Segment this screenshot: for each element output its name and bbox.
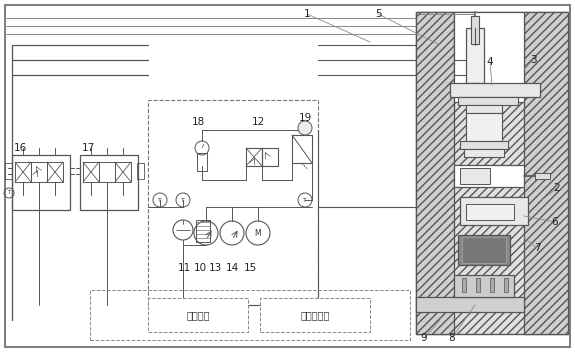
- Bar: [197, 153, 207, 171]
- Bar: [460, 168, 490, 184]
- Bar: [524, 12, 568, 334]
- Bar: [460, 197, 528, 225]
- Bar: [476, 278, 480, 292]
- Text: 5: 5: [375, 9, 381, 19]
- Text: 11: 11: [177, 263, 191, 273]
- Text: 19: 19: [298, 113, 312, 123]
- Text: 计算机终端: 计算机终端: [300, 310, 329, 320]
- Text: T: T: [158, 198, 162, 203]
- Text: 9: 9: [421, 333, 427, 343]
- Bar: [504, 278, 508, 292]
- Text: 12: 12: [251, 117, 264, 127]
- Bar: [535, 173, 550, 179]
- Bar: [454, 275, 514, 297]
- Bar: [458, 97, 518, 105]
- Bar: [80, 155, 138, 210]
- Text: 17: 17: [82, 143, 95, 153]
- Bar: [246, 148, 262, 166]
- Text: 13: 13: [208, 263, 221, 273]
- Bar: [90, 290, 410, 340]
- Bar: [15, 162, 31, 182]
- Circle shape: [298, 121, 312, 135]
- Text: 16: 16: [13, 143, 26, 153]
- Bar: [5, 163, 12, 179]
- Bar: [466, 28, 484, 83]
- Bar: [196, 220, 210, 242]
- Bar: [464, 149, 504, 157]
- Bar: [260, 298, 370, 332]
- Text: T: T: [303, 198, 307, 203]
- Bar: [137, 163, 144, 179]
- Bar: [416, 12, 568, 334]
- Bar: [416, 12, 454, 334]
- Text: 15: 15: [243, 263, 256, 273]
- Bar: [83, 162, 99, 182]
- Bar: [416, 297, 524, 312]
- Bar: [462, 237, 506, 263]
- Text: 3: 3: [530, 55, 536, 65]
- Bar: [460, 141, 508, 149]
- Bar: [450, 83, 540, 97]
- Bar: [466, 105, 502, 113]
- Bar: [31, 162, 47, 182]
- Text: 2: 2: [554, 183, 560, 193]
- Bar: [12, 155, 70, 210]
- Text: 4: 4: [486, 57, 493, 67]
- Text: 18: 18: [191, 117, 205, 127]
- Text: 7: 7: [534, 243, 540, 253]
- Text: 1: 1: [304, 9, 310, 19]
- Text: 控制系统: 控制系统: [186, 310, 210, 320]
- Bar: [490, 278, 494, 292]
- Bar: [115, 162, 131, 182]
- Bar: [262, 148, 278, 166]
- Bar: [454, 12, 524, 102]
- Bar: [148, 298, 248, 332]
- Bar: [47, 162, 63, 182]
- Bar: [148, 100, 318, 305]
- Bar: [471, 16, 479, 44]
- Bar: [454, 165, 524, 187]
- Text: 14: 14: [225, 263, 239, 273]
- Text: M: M: [255, 229, 261, 237]
- Text: T: T: [181, 198, 185, 203]
- Text: 8: 8: [448, 333, 455, 343]
- Bar: [99, 162, 115, 182]
- Bar: [466, 113, 502, 141]
- Bar: [458, 235, 510, 265]
- Text: 6: 6: [551, 217, 558, 227]
- Bar: [466, 204, 514, 220]
- Bar: [292, 135, 312, 163]
- Bar: [462, 278, 466, 292]
- Text: 10: 10: [193, 263, 206, 273]
- Text: T: T: [7, 190, 10, 195]
